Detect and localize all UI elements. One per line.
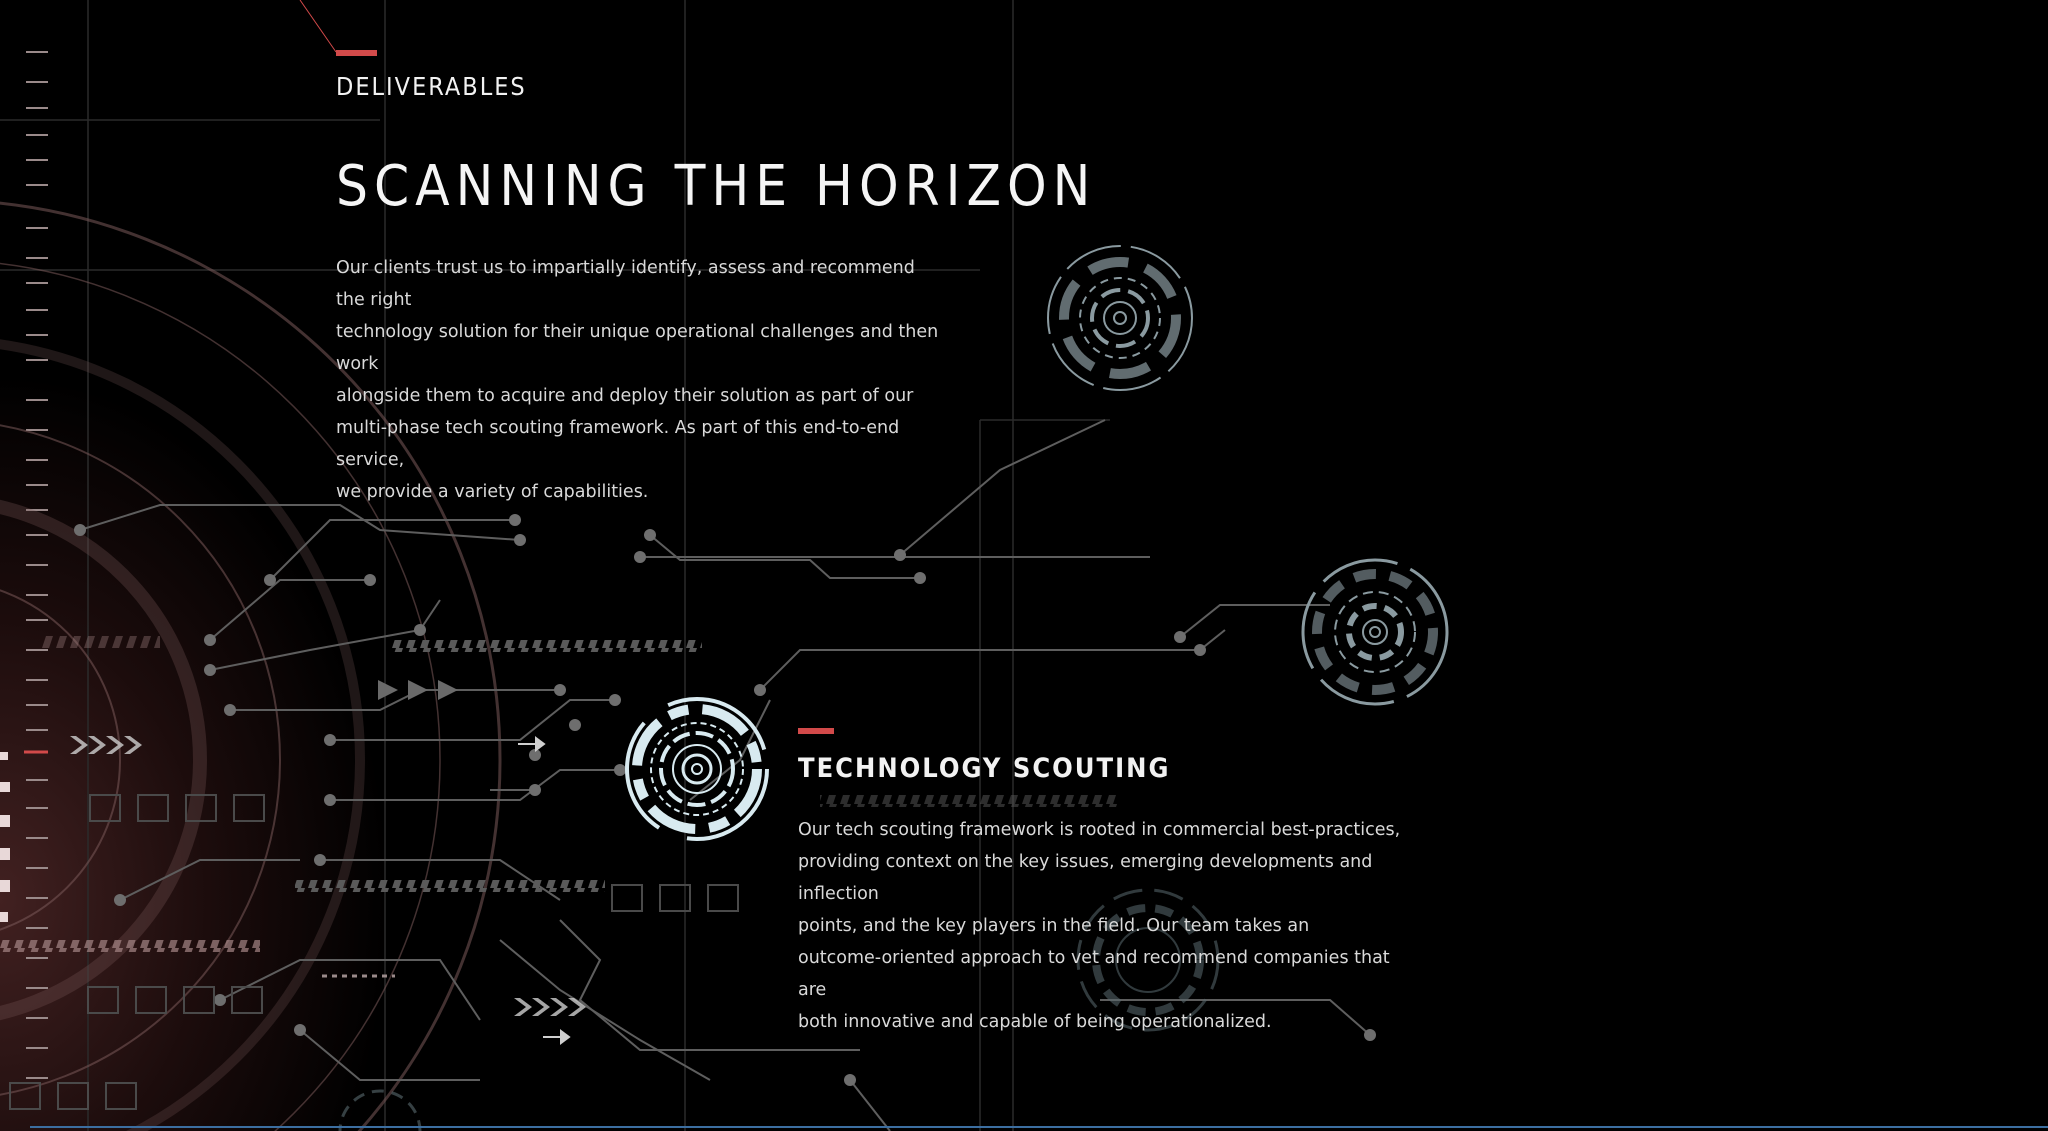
hud-ring-icon [625, 697, 769, 841]
page-title: SCANNING THE HORIZON [336, 154, 1097, 219]
card-accent-bar [798, 728, 834, 734]
card-body: Our tech scouting framework is rooted in… [798, 814, 1418, 1038]
intro-line: alongside them to acquire and deploy the… [336, 386, 914, 406]
intro-line: we provide a variety of capabilities. [336, 482, 649, 502]
intro-line: technology solution for their unique ope… [336, 322, 939, 374]
card-line: points, and the key players in the field… [798, 916, 1310, 936]
accent-bar [336, 50, 377, 56]
card-line: Our tech scouting framework is rooted in… [798, 820, 1401, 840]
chevron-stripes-icon [70, 736, 586, 1016]
intro-line: multi-phase tech scouting framework. As … [336, 418, 900, 470]
card-line: both innovative and capable of being ope… [798, 1012, 1272, 1032]
bottom-divider [30, 1126, 2048, 1128]
intro-paragraph: Our clients trust us to impartially iden… [336, 252, 946, 508]
hud-ring-icon [1047, 245, 1193, 391]
card-title[interactable]: TECHNOLOGY SCOUTING [798, 753, 1171, 784]
hud-ring-icon [1301, 558, 1449, 706]
intro-line: Our clients trust us to impartially iden… [336, 258, 915, 310]
arrow-right-icon [378, 680, 458, 700]
section-eyebrow: DELIVERABLES [336, 72, 527, 101]
ruler-ticks [26, 51, 48, 1079]
card-line: outcome-oriented approach to vet and rec… [798, 948, 1390, 1000]
card-line: providing context on the key issues, eme… [798, 852, 1373, 904]
